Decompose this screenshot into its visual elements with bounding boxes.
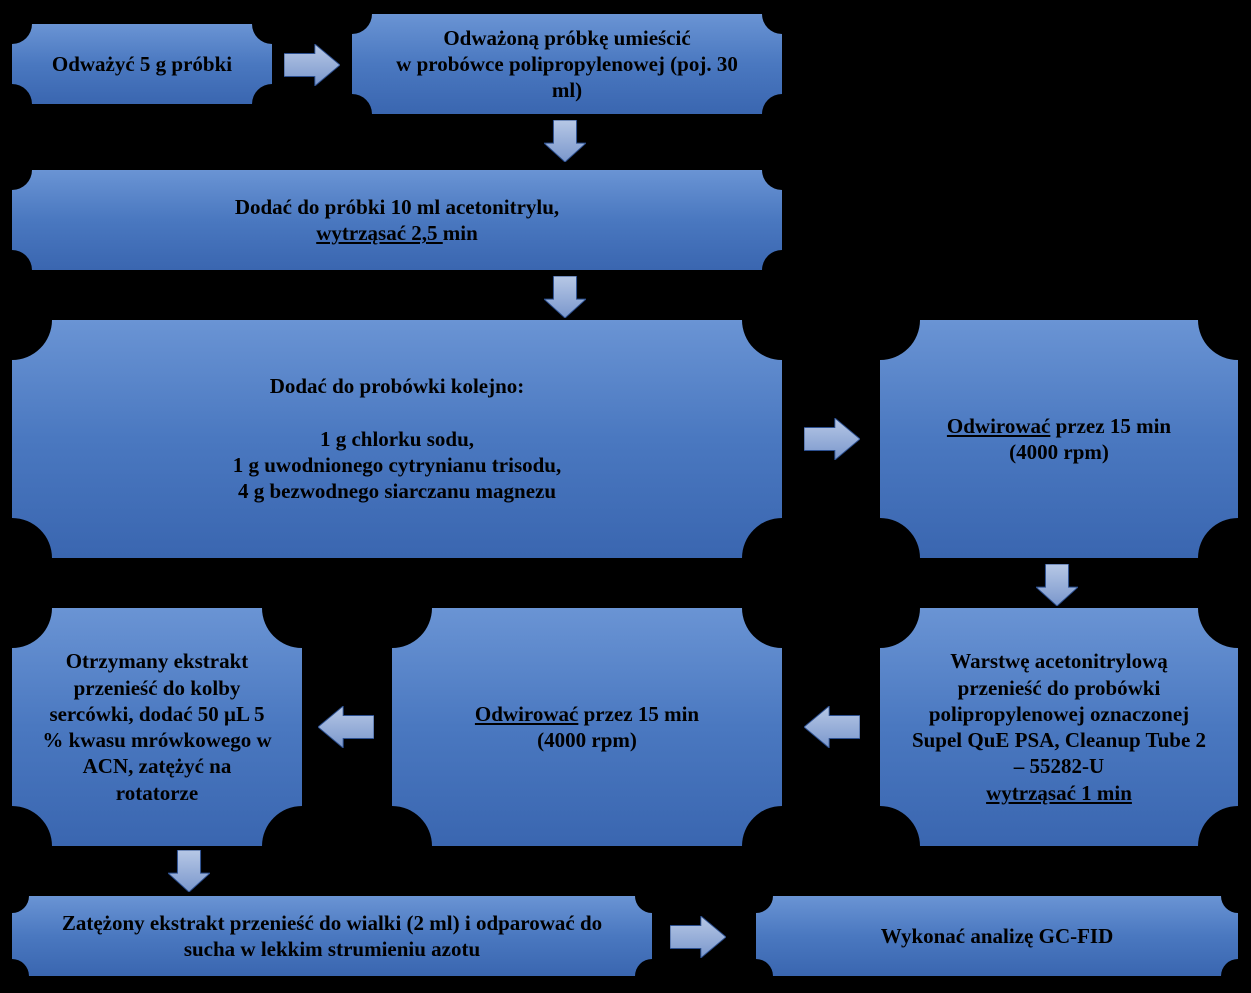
flow-arrow-a1 <box>284 44 340 86</box>
flow-node-text: Odwirować przez 15 min(4000 rpm) <box>947 413 1171 466</box>
flow-node-text: Otrzymany ekstrakt przenieść do kolby se… <box>42 648 272 806</box>
flow-node-text: Warstwę acetonitrylową przenieść do prob… <box>910 648 1208 806</box>
flow-node-n10: Wykonać analizę GC-FID <box>756 896 1238 976</box>
flow-arrow-a9 <box>670 916 726 958</box>
flow-node-n6: Warstwę acetonitrylową przenieść do prob… <box>880 608 1238 846</box>
flow-node-text: Odważoną próbkę umieścićw probówce polip… <box>382 25 752 104</box>
flow-node-n9: Zatężony ekstrakt przenieść do wialki (2… <box>12 896 652 976</box>
flow-arrow-a7 <box>318 706 374 748</box>
flow-node-text: Wykonać analizę GC-FID <box>881 923 1114 949</box>
flow-node-n2: Odważoną próbkę umieścićw probówce polip… <box>352 14 782 114</box>
flow-node-text: Dodać do próbki 10 ml acetonitrylu,wytrz… <box>235 194 559 247</box>
flow-node-text: Odwirować przez 15 min(4000 rpm) <box>475 701 699 754</box>
flow-arrow-a3 <box>544 276 586 318</box>
flow-node-n4: Dodać do probówki kolejno: 1 g chlorku s… <box>12 320 782 558</box>
flow-node-text: Odważyć 5 g próbki <box>52 51 232 77</box>
flow-node-n1: Odważyć 5 g próbki <box>12 24 272 104</box>
flow-arrow-a8 <box>168 850 210 892</box>
flow-node-n7: Odwirować przez 15 min(4000 rpm) <box>392 608 782 846</box>
flow-node-n8: Otrzymany ekstrakt przenieść do kolby se… <box>12 608 302 846</box>
flow-arrow-a5 <box>1036 564 1078 606</box>
flow-arrow-a2 <box>544 120 586 162</box>
flow-node-n5: Odwirować przez 15 min(4000 rpm) <box>880 320 1238 558</box>
flow-arrow-a6 <box>804 706 860 748</box>
flow-node-text: Dodać do probówki kolejno: 1 g chlorku s… <box>233 373 561 504</box>
flow-node-text: Zatężony ekstrakt przenieść do wialki (2… <box>42 910 622 963</box>
flow-node-n3: Dodać do próbki 10 ml acetonitrylu,wytrz… <box>12 170 782 270</box>
flow-arrow-a4 <box>804 418 860 460</box>
